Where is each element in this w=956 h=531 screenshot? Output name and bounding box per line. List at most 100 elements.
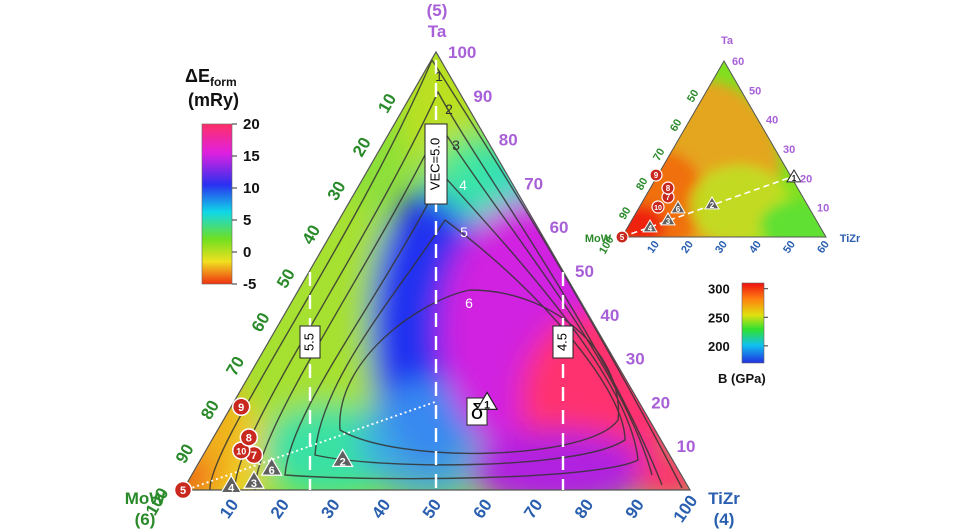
inset-corner-mow: MoW bbox=[585, 233, 612, 245]
inset-mow-tick: 60 bbox=[668, 117, 685, 134]
svg-text:4.5: 4.5 bbox=[554, 333, 569, 351]
mow-tick: 60 bbox=[248, 309, 274, 335]
inset-marker-5: 5 bbox=[615, 230, 629, 244]
corner-mow-valence: (6) bbox=[135, 510, 156, 529]
colorbar-unit: (mRy) bbox=[188, 90, 239, 110]
ta-tick: 20 bbox=[651, 393, 670, 412]
inset-tizr-tick: 30 bbox=[713, 239, 730, 256]
inset-corner-ta: Ta bbox=[721, 35, 734, 47]
contour-level-labels: 1 2 3 4 5 6 bbox=[435, 68, 473, 311]
corner-ta-label: Ta bbox=[428, 22, 447, 41]
tizr-tick: 80 bbox=[571, 496, 597, 522]
mow-tick: 80 bbox=[197, 397, 223, 423]
ta-tick: 100 bbox=[448, 43, 476, 62]
inset-corner-tizr: TiZr bbox=[840, 233, 861, 245]
contour-label-1: 1 bbox=[435, 68, 443, 84]
colorbar-tick: 10 bbox=[243, 180, 260, 197]
inset-marker-4: 4 bbox=[642, 219, 658, 233]
inset-tizr-tick: 40 bbox=[747, 239, 764, 256]
inset-mow-tick: 70 bbox=[651, 147, 668, 164]
inset-ta-tick: 30 bbox=[783, 144, 795, 156]
corner-mow-label: MoW bbox=[125, 489, 167, 508]
inset-ta-tick: 20 bbox=[800, 173, 812, 185]
tizr-tick: 10 bbox=[216, 496, 242, 522]
tizr-tick: 70 bbox=[520, 496, 546, 522]
ta-tick: 60 bbox=[550, 218, 569, 237]
mow-tick: 90 bbox=[172, 441, 198, 467]
path-marker-8: 8 bbox=[239, 428, 259, 447]
svg-text:6: 6 bbox=[269, 465, 275, 477]
inset-tizr-tick: 20 bbox=[679, 239, 696, 256]
vec-label-50: VEC=5.0 bbox=[424, 123, 448, 205]
contour-label-2: 2 bbox=[445, 101, 453, 117]
svg-text:VEC=5.0: VEC=5.0 bbox=[427, 138, 442, 190]
corner-tizr-label: TiZr bbox=[708, 489, 740, 508]
tizr-tick: 40 bbox=[368, 496, 394, 522]
svg-text:6: 6 bbox=[676, 205, 681, 214]
inset-marker-7: 7 bbox=[661, 190, 675, 204]
inset-marker-10: 10 bbox=[651, 200, 665, 214]
path-marker-10: 10 bbox=[232, 441, 251, 460]
svg-text:9: 9 bbox=[654, 171, 659, 180]
inset-mow-tick: 50 bbox=[685, 88, 702, 105]
path-marker-2: 2 bbox=[331, 448, 354, 468]
path-marker-1: 1 bbox=[476, 391, 499, 411]
colorbar-tick: 15 bbox=[243, 148, 260, 165]
mow-tick: 50 bbox=[273, 266, 299, 292]
tizr-tick: 100 bbox=[670, 492, 702, 526]
path-marker-6: 6 bbox=[260, 456, 283, 477]
inset-tizr-tick: 10 bbox=[645, 239, 662, 256]
svg-text:4: 4 bbox=[648, 224, 653, 233]
colorbar-title: ΔEform bbox=[185, 66, 237, 89]
svg-text:1: 1 bbox=[484, 399, 490, 411]
inset-colorbar-tick: 300 bbox=[708, 282, 730, 297]
inset-colorbar: 300 250 200 B (GPa) bbox=[708, 282, 768, 386]
ta-tick: 70 bbox=[524, 174, 543, 193]
svg-text:8: 8 bbox=[246, 432, 252, 444]
path-marker-9: 9 bbox=[231, 397, 251, 417]
svg-text:5: 5 bbox=[180, 485, 186, 497]
colorbar-tick: -5 bbox=[243, 276, 256, 293]
svg-text:8: 8 bbox=[666, 184, 671, 193]
inset-marker-1: 1 bbox=[786, 169, 802, 183]
mow-tick: 40 bbox=[298, 222, 324, 248]
svg-text:10: 10 bbox=[236, 447, 246, 457]
colorbar-tick: 0 bbox=[243, 244, 251, 261]
inset-mow-tick: 90 bbox=[617, 205, 634, 222]
svg-text:4: 4 bbox=[228, 483, 235, 495]
main-colorbar: ΔEform (mRy) 20 15 10 5 0 -5 bbox=[185, 66, 260, 293]
svg-text:3: 3 bbox=[666, 217, 671, 226]
contour-label-5: 5 bbox=[460, 224, 468, 240]
svg-text:1: 1 bbox=[792, 174, 797, 183]
inset-ta-tick: 10 bbox=[817, 203, 829, 215]
vec-label-55: 5.5 bbox=[299, 325, 321, 359]
svg-text:2: 2 bbox=[710, 201, 715, 210]
path-marker-3: 3 bbox=[242, 470, 266, 490]
inset-ta-tick: 50 bbox=[749, 85, 761, 97]
path-marker-4: 4 bbox=[220, 474, 243, 495]
corner-ta-valence: (5) bbox=[427, 1, 448, 20]
ta-tick: 40 bbox=[600, 306, 619, 325]
ta-tick: 90 bbox=[473, 87, 492, 106]
corner-tizr-valence: (4) bbox=[714, 510, 735, 529]
svg-text:5: 5 bbox=[620, 233, 625, 242]
svg-text:7: 7 bbox=[666, 193, 671, 202]
svg-text:3: 3 bbox=[251, 478, 257, 490]
tizr-tick: 60 bbox=[469, 496, 495, 522]
mow-tick: 20 bbox=[349, 134, 375, 160]
inset-marker-2: 2 bbox=[704, 196, 720, 210]
inset-colorbar-tick: 250 bbox=[708, 310, 730, 325]
tizr-tick: 50 bbox=[419, 496, 445, 522]
svg-text:10: 10 bbox=[654, 205, 662, 212]
contour-label-6: 6 bbox=[465, 295, 473, 311]
vec-label-45: 4.5 bbox=[552, 325, 574, 359]
ta-tick: 10 bbox=[677, 437, 696, 456]
inset-ta-tick: 60 bbox=[732, 56, 744, 68]
ta-tick: 30 bbox=[626, 350, 645, 369]
colorbar-tick: 5 bbox=[243, 212, 251, 229]
inset-marker-3: 3 bbox=[660, 212, 676, 226]
inset-colorbar-title: B (GPa) bbox=[718, 371, 766, 386]
path-marker-5: 5 bbox=[173, 480, 193, 500]
